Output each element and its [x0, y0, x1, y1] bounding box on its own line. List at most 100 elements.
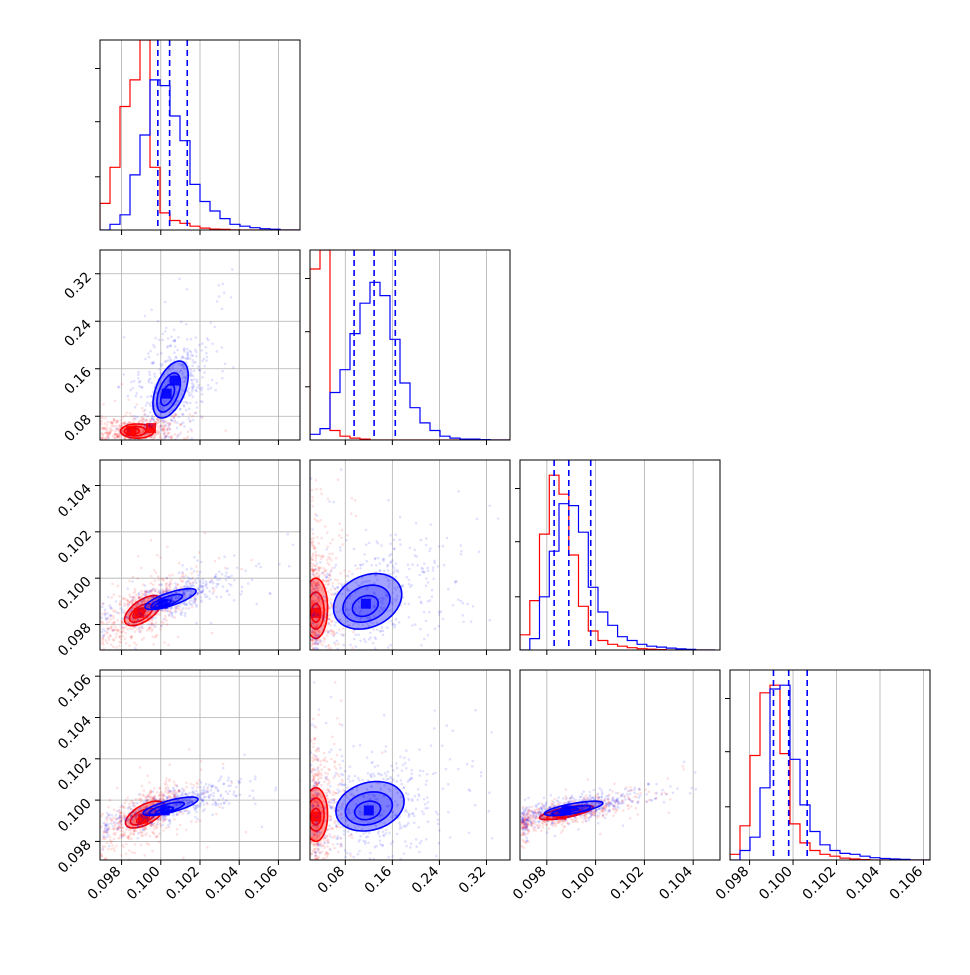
scatter-point [106, 622, 109, 625]
scatter-point [102, 434, 105, 437]
scatter-point [315, 554, 318, 557]
scatter-point [126, 797, 129, 800]
scatter-point [214, 389, 217, 392]
scatter-point [218, 806, 221, 809]
scatter-point [109, 615, 112, 618]
scatter-point [140, 600, 143, 603]
scatter-point [431, 595, 434, 598]
scatter-point [420, 539, 423, 542]
scatter-point [138, 627, 141, 630]
scatter-point [125, 625, 128, 628]
scatter-point [223, 555, 226, 558]
scatter-point [160, 419, 163, 422]
scatter-point [129, 389, 132, 392]
scatter-point [162, 794, 165, 797]
scatter-point [126, 440, 129, 443]
scatter-point [169, 360, 172, 363]
scatter-point [316, 514, 319, 517]
scatter-point [205, 791, 208, 794]
scatter-point [140, 822, 143, 825]
scatter-point [107, 448, 110, 451]
y-tick-label: 0.32 [61, 269, 94, 302]
scatter-point [146, 401, 149, 404]
scatter-point [195, 565, 198, 568]
scatter-point [215, 596, 218, 599]
scatter-point [104, 608, 107, 611]
scatter-point [320, 776, 323, 779]
scatter-point [394, 534, 397, 537]
scatter-point [387, 569, 390, 572]
scatter-point [184, 612, 187, 615]
scatter-point [336, 579, 339, 582]
scatter-point [165, 780, 168, 783]
scatter-point [179, 578, 182, 581]
scatter-point [194, 807, 197, 810]
scatter-point [151, 817, 154, 820]
scatter-point [168, 356, 171, 359]
scatter-point [149, 374, 152, 377]
scatter-point [251, 789, 254, 792]
scatter-point [236, 567, 239, 570]
scatter-point [314, 891, 317, 894]
scatter-point [108, 845, 111, 848]
scatter-point [324, 729, 327, 732]
scatter-point [369, 632, 372, 635]
scatter-point [181, 571, 184, 574]
scatter-point [398, 621, 401, 624]
scatter-point [241, 590, 244, 593]
scatter-point [102, 403, 105, 406]
scatter-point [110, 848, 113, 851]
scatter-point [167, 471, 170, 474]
scatter-point [224, 449, 227, 452]
scatter-point [143, 817, 146, 820]
scatter-point [120, 422, 123, 425]
scatter-point [152, 443, 155, 446]
scatter-point [232, 366, 235, 369]
scatter-point [159, 786, 162, 789]
scatter-point [109, 618, 112, 621]
scatter-point [198, 344, 201, 347]
scatter-point [102, 455, 105, 458]
scatter-point [158, 456, 161, 459]
scatter-point [156, 442, 159, 445]
scatter-point [312, 742, 315, 745]
scatter-point [325, 851, 328, 854]
scatter-point [312, 880, 315, 883]
scatter-point [106, 812, 109, 815]
scatter-point [333, 674, 336, 677]
scatter-point [132, 442, 135, 445]
scatter-point [339, 749, 342, 752]
scatter-point [243, 753, 246, 756]
scatter-point [201, 789, 204, 792]
scatter-point [395, 563, 398, 566]
scatter-point [103, 822, 106, 825]
scatter-point [113, 821, 116, 824]
scatter-point [117, 810, 120, 813]
scatter-point [136, 837, 139, 840]
scatter-point [152, 790, 155, 793]
scatter-point [314, 661, 317, 664]
scatter-point [138, 422, 141, 425]
scatter-point [312, 658, 315, 661]
histogram-series-1 [310, 282, 510, 440]
scatter-point [195, 336, 198, 339]
scatter-point [319, 861, 322, 864]
scatter-point [104, 670, 107, 673]
scatter-point [181, 564, 184, 567]
scatter-point [111, 840, 114, 843]
scatter-point [206, 356, 209, 359]
scatter-point [115, 845, 118, 848]
scatter-point [418, 596, 421, 599]
scatter-point [316, 661, 319, 664]
scatter-point [131, 607, 134, 610]
scatter-point [311, 874, 314, 877]
scatter-point [203, 808, 206, 811]
scatter-point [314, 737, 317, 740]
scatter-point [181, 791, 184, 794]
scatter-point [124, 414, 127, 417]
scatter-point [107, 596, 110, 599]
scatter-point [135, 816, 138, 819]
scatter-point [105, 831, 108, 834]
scatter-point [188, 394, 191, 397]
scatter-point [159, 435, 162, 438]
